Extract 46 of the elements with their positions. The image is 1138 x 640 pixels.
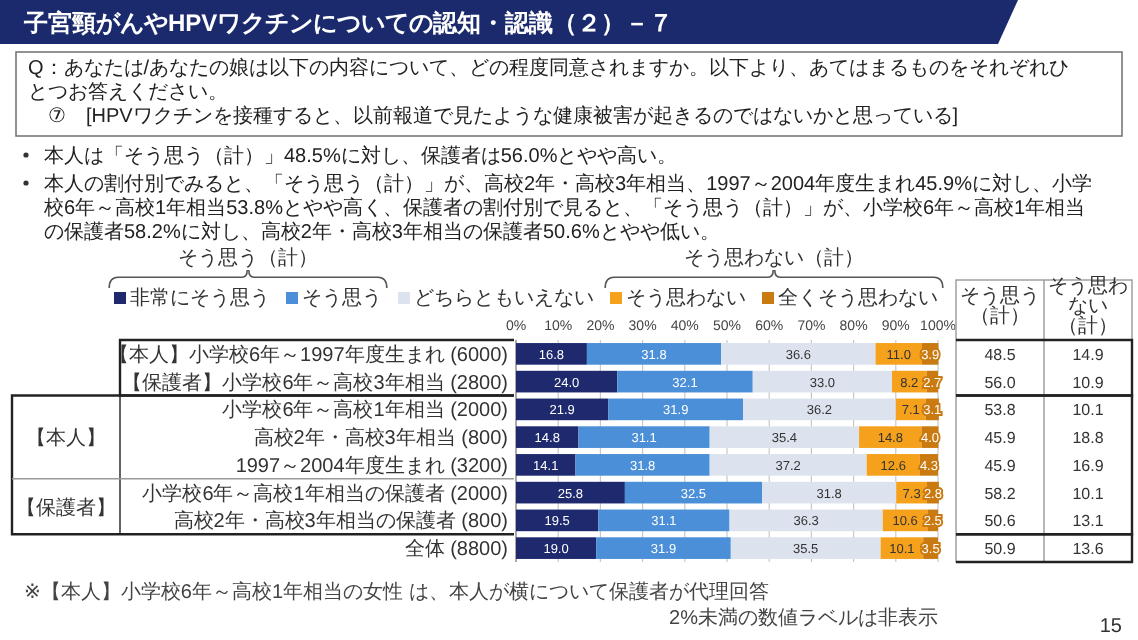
text: 10.1 xyxy=(1072,484,1105,503)
y-tick-label: 高校2年・高校3年相当 (800) xyxy=(253,426,508,451)
y-tick-label: 【保護者】小学校6年～高校3年相当 (2800) xyxy=(122,370,508,395)
text: 58.2 xyxy=(984,484,1017,503)
text: 45.9 xyxy=(984,429,1017,448)
bar xyxy=(730,537,881,559)
text: ※【本人】小学校6年～高校1年相当の女性 は、本人が横について保護者が代理回答 xyxy=(24,580,769,604)
bar xyxy=(596,537,731,559)
legend-label: 非常にそう思う xyxy=(130,286,270,310)
text: 48.5 xyxy=(984,345,1017,364)
text: 45.9 xyxy=(984,456,1017,475)
y-tick-label: 小学校6年～高校1年相当 (2000) xyxy=(222,398,508,423)
text: 【保護者】 xyxy=(16,495,116,520)
text: 15 xyxy=(1099,616,1123,638)
y-tick-label: 1997～2004年度生まれ (3200) xyxy=(235,453,508,478)
text: 50.9 xyxy=(984,540,1017,559)
text: 13.1 xyxy=(1072,512,1105,531)
text: そう思わない（計） xyxy=(1048,276,1128,338)
text: 本人の割付別でみると、「そう思う（計）」が、高校2年・高校3年相当、1997～2004年度生まれ45.9%に対し、小学校6年～高校1年相当53.8%とやや高く、保護者の割付別で見ると、「そう思う（計）」が、小学校6年～高校1年相当の保護者58.2%に対し、高校2年・高校3年相当の保護者50.6%とやや低い。 xyxy=(42,172,1092,244)
text: 13.6 xyxy=(1072,540,1105,559)
text: 53.8 xyxy=(984,401,1017,420)
text: 本人は「そう思う（計）」48.5%に対し、保護者は56.0%とやや高い。 xyxy=(44,144,678,168)
text: 50.6 xyxy=(984,512,1017,531)
legend-label: どちらともいえない xyxy=(414,288,594,310)
chart-title: 子宮頸がんやHPVワクチンについての認知・認識（２）－７ xyxy=(22,9,674,37)
y-tick-label: 小学校6年～高校1年相当の保護者 (2000) xyxy=(142,481,508,506)
text: 【本人】 xyxy=(26,426,106,451)
text: 10.1 xyxy=(1072,401,1105,420)
text: 56.0 xyxy=(984,373,1017,392)
text: 16.9 xyxy=(1072,456,1105,475)
text: ⑦ [HPVワクチンを接種すると、以前報道で見たような健康被害が起きるのではないかと思っている] xyxy=(48,104,959,128)
text: 10.9 xyxy=(1072,373,1105,392)
legend-label: そう思わない xyxy=(626,288,746,310)
y-tick-label: 全体 (8800) xyxy=(404,537,508,562)
text: 14.9 xyxy=(1072,345,1105,364)
text: 2%未満の数値ラベルは非表示 xyxy=(669,606,938,630)
text: そう思う（計） xyxy=(178,246,318,270)
legend-label: そう思う xyxy=(302,288,382,310)
legend-label: 全くそう思わない xyxy=(778,286,938,310)
y-tick-label: 【本人】小学校6年～1997年度生まれ (6000) xyxy=(109,342,508,367)
text: そう思わない（計） xyxy=(684,246,864,270)
text: そう思う（計） xyxy=(960,286,1040,328)
bar xyxy=(516,537,597,559)
y-tick-label: 高校2年・高校3年相当の保護者 (800) xyxy=(173,509,508,534)
text: Q：あなたは/あなたの娘は以下の内容について、どの程度同意されますか。以下より、あてはまるものをそれぞれひとつお答えください。 xyxy=(28,56,1070,104)
text: 18.8 xyxy=(1072,429,1105,448)
